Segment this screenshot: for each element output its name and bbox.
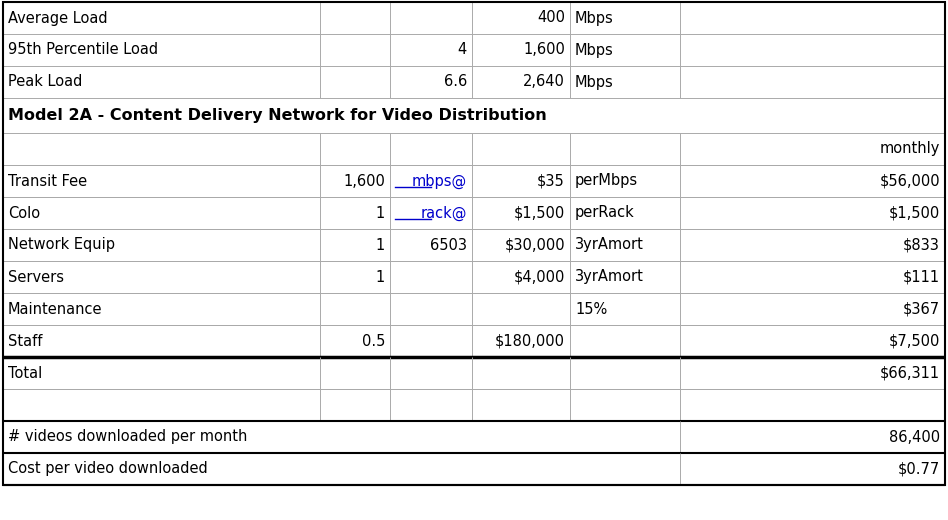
Text: Network Equip: Network Equip <box>8 238 115 253</box>
Text: 1: 1 <box>375 205 385 220</box>
Text: perMbps: perMbps <box>575 174 638 188</box>
Text: 400: 400 <box>537 10 565 25</box>
Text: mbps@: mbps@ <box>411 173 467 189</box>
Text: Cost per video downloaded: Cost per video downloaded <box>8 462 208 476</box>
Text: Maintenance: Maintenance <box>8 302 102 317</box>
Text: 3yrAmort: 3yrAmort <box>575 238 644 253</box>
Text: 2,640: 2,640 <box>523 74 565 89</box>
Text: 6.6: 6.6 <box>444 74 467 89</box>
Text: $4,000: $4,000 <box>514 269 565 284</box>
Text: 1,600: 1,600 <box>343 174 385 188</box>
Text: Average Load: Average Load <box>8 10 108 25</box>
Text: $367: $367 <box>902 302 940 317</box>
Text: Mbps: Mbps <box>575 10 613 25</box>
Text: $0.77: $0.77 <box>898 462 940 476</box>
Text: $66,311: $66,311 <box>880 366 940 381</box>
Text: 1: 1 <box>375 269 385 284</box>
Text: $56,000: $56,000 <box>880 174 940 188</box>
Text: perRack: perRack <box>575 205 635 220</box>
Text: # videos downloaded per month: # videos downloaded per month <box>8 430 247 445</box>
Text: Transit Fee: Transit Fee <box>8 174 87 188</box>
Text: $30,000: $30,000 <box>504 238 565 253</box>
Text: $7,500: $7,500 <box>888 333 940 348</box>
Text: Colo: Colo <box>8 205 40 220</box>
Text: 6503: 6503 <box>430 238 467 253</box>
Text: Mbps: Mbps <box>575 74 613 89</box>
Text: Total: Total <box>8 366 43 381</box>
Text: 15%: 15% <box>575 302 608 317</box>
Text: 95th Percentile Load: 95th Percentile Load <box>8 43 158 58</box>
Text: rack@: rack@ <box>421 205 467 220</box>
Text: 1: 1 <box>375 238 385 253</box>
Text: Servers: Servers <box>8 269 64 284</box>
Text: Mbps: Mbps <box>575 43 613 58</box>
Text: $1,500: $1,500 <box>888 205 940 220</box>
Text: Model 2A - Content Delivery Network for Video Distribution: Model 2A - Content Delivery Network for … <box>8 108 547 123</box>
Text: Staff: Staff <box>8 333 43 348</box>
Text: 1,600: 1,600 <box>523 43 565 58</box>
Text: $1,500: $1,500 <box>514 205 565 220</box>
Text: $180,000: $180,000 <box>495 333 565 348</box>
Text: 86,400: 86,400 <box>889 430 940 445</box>
Text: 3yrAmort: 3yrAmort <box>575 269 644 284</box>
Text: Peak Load: Peak Load <box>8 74 82 89</box>
Text: monthly: monthly <box>880 141 940 157</box>
Text: $833: $833 <box>903 238 940 253</box>
Text: 4: 4 <box>458 43 467 58</box>
Text: 0.5: 0.5 <box>361 333 385 348</box>
Text: $111: $111 <box>902 269 940 284</box>
Text: $35: $35 <box>538 174 565 188</box>
